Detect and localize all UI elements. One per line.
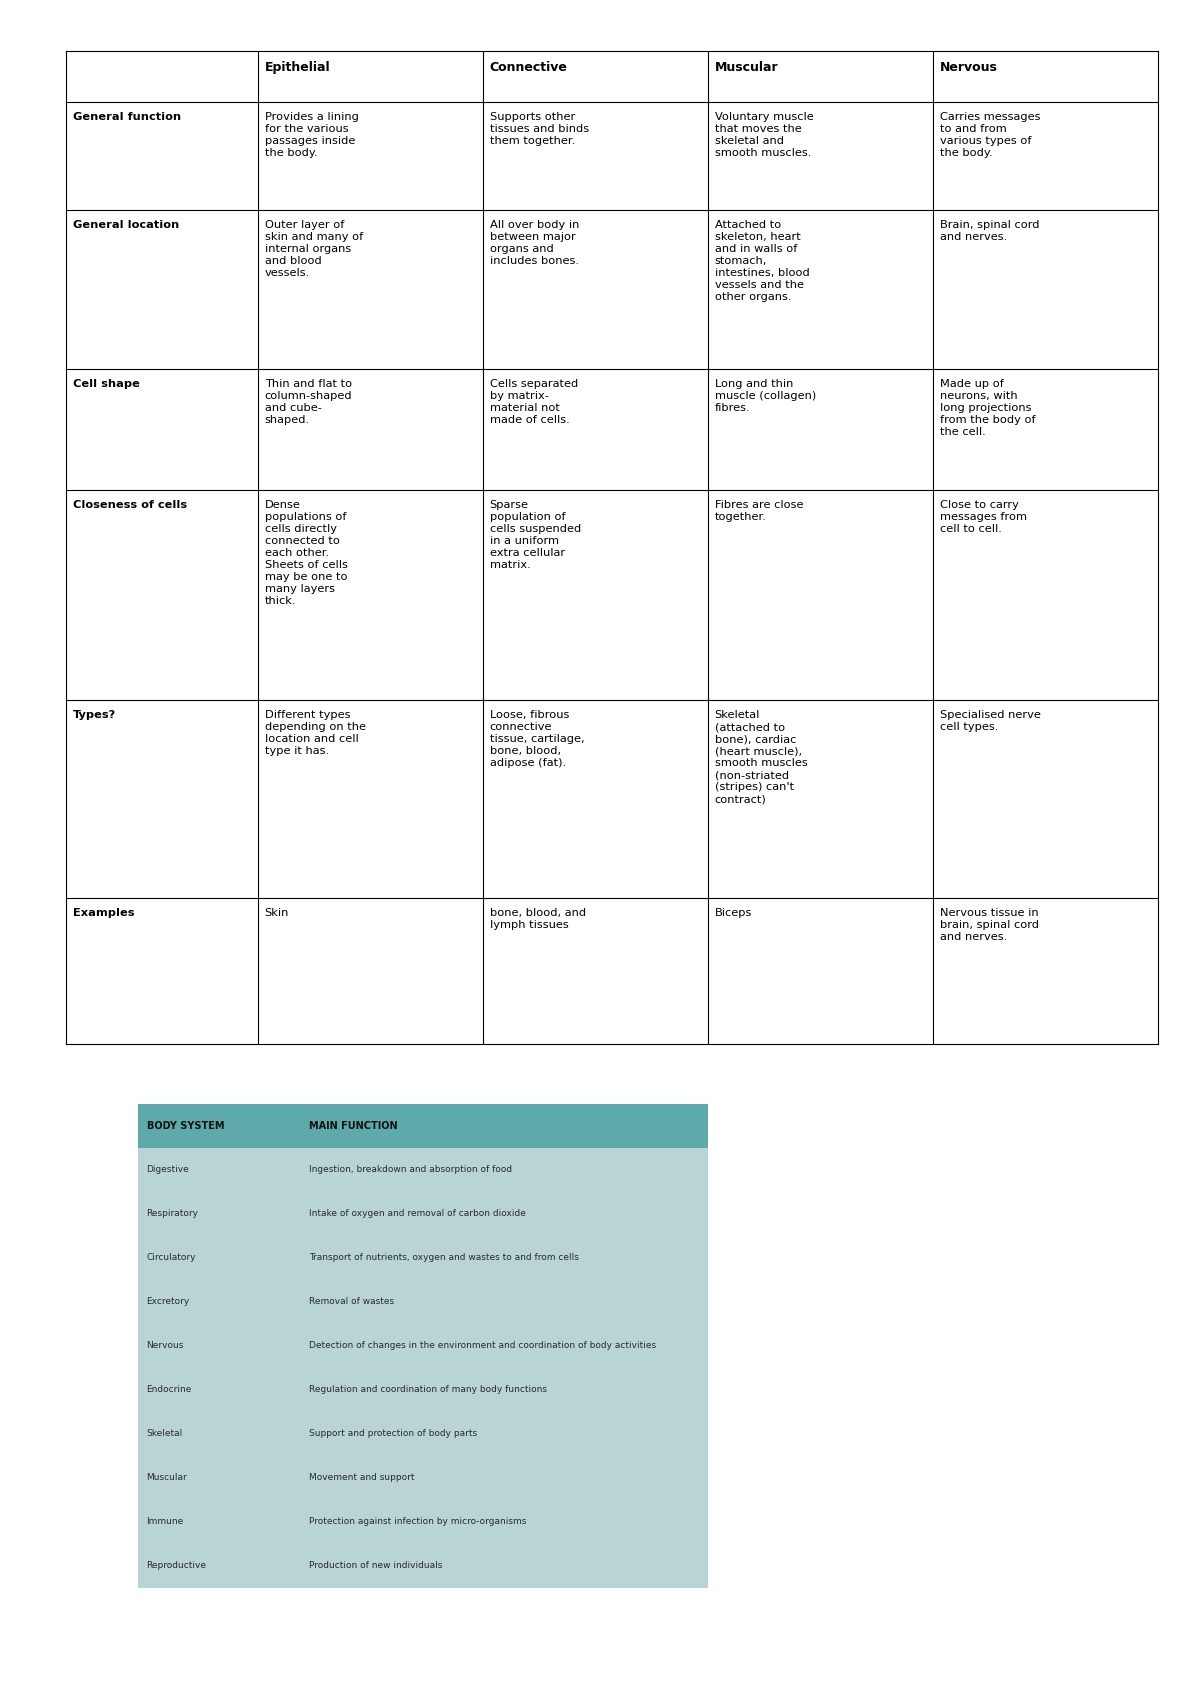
Text: Support and protection of body parts: Support and protection of body parts <box>310 1430 478 1438</box>
Text: BODY SYSTEM: BODY SYSTEM <box>146 1121 224 1131</box>
FancyBboxPatch shape <box>138 1543 708 1588</box>
FancyBboxPatch shape <box>138 1104 708 1148</box>
Text: Transport of nutrients, oxygen and wastes to and from cells: Transport of nutrients, oxygen and waste… <box>310 1253 578 1262</box>
Text: Dense
populations of
cells directly
connected to
each other.
Sheets of cells
may: Dense populations of cells directly conn… <box>265 501 348 606</box>
Text: Sparse
population of
cells suspended
in a uniform
extra cellular
matrix.: Sparse population of cells suspended in … <box>490 501 581 571</box>
Text: Production of new individuals: Production of new individuals <box>310 1560 443 1571</box>
Text: Cells separated
by matrix-
material not
made of cells.: Cells separated by matrix- material not … <box>490 379 578 424</box>
Text: Specialised nerve
cell types.: Specialised nerve cell types. <box>940 710 1040 732</box>
FancyBboxPatch shape <box>138 1104 708 1588</box>
Text: Digestive: Digestive <box>146 1165 190 1175</box>
Text: Skeletal
(attached to
bone), cardiac
(heart muscle),
smooth muscles
(non-striate: Skeletal (attached to bone), cardiac (he… <box>715 710 808 805</box>
Text: Endocrine: Endocrine <box>146 1386 192 1394</box>
FancyBboxPatch shape <box>138 1499 708 1543</box>
Text: Attached to
skeleton, heart
and in walls of
stomach,
intestines, blood
vessels a: Attached to skeleton, heart and in walls… <box>715 221 809 302</box>
Text: Outer layer of
skin and many of
internal organs
and blood
vessels.: Outer layer of skin and many of internal… <box>265 221 362 278</box>
Text: Epithelial: Epithelial <box>265 61 330 75</box>
Text: Cell shape: Cell shape <box>72 379 139 389</box>
Text: Closeness of cells: Closeness of cells <box>72 501 187 509</box>
Text: Immune: Immune <box>146 1516 184 1527</box>
Text: Excretory: Excretory <box>146 1297 190 1306</box>
Text: Voluntary muscle
that moves the
skeletal and
smooth muscles.: Voluntary muscle that moves the skeletal… <box>715 112 814 158</box>
FancyBboxPatch shape <box>138 1280 708 1324</box>
Text: Brain, spinal cord
and nerves.: Brain, spinal cord and nerves. <box>940 221 1039 243</box>
Text: Detection of changes in the environment and coordination of body activities: Detection of changes in the environment … <box>310 1341 656 1350</box>
FancyBboxPatch shape <box>138 1411 708 1455</box>
FancyBboxPatch shape <box>138 1148 708 1192</box>
FancyBboxPatch shape <box>138 1192 708 1236</box>
Text: Removal of wastes: Removal of wastes <box>310 1297 394 1306</box>
Text: General location: General location <box>72 221 179 229</box>
Text: Different types
depending on the
location and cell
type it has.: Different types depending on the locatio… <box>265 710 366 756</box>
FancyBboxPatch shape <box>138 1324 708 1367</box>
Text: Muscular: Muscular <box>146 1474 187 1482</box>
FancyBboxPatch shape <box>138 1236 708 1280</box>
FancyBboxPatch shape <box>138 1367 708 1411</box>
Text: Long and thin
muscle (collagen)
fibres.: Long and thin muscle (collagen) fibres. <box>715 379 816 413</box>
Text: Muscular: Muscular <box>715 61 779 75</box>
Text: Reproductive: Reproductive <box>146 1560 206 1571</box>
Text: Made up of
neurons, with
long projections
from the body of
the cell.: Made up of neurons, with long projection… <box>940 379 1036 438</box>
Text: Respiratory: Respiratory <box>146 1209 198 1217</box>
Text: Nervous: Nervous <box>146 1341 184 1350</box>
Text: Nervous: Nervous <box>940 61 997 75</box>
Text: Loose, fibrous
connective
tissue, cartilage,
bone, blood,
adipose (fat).: Loose, fibrous connective tissue, cartil… <box>490 710 584 769</box>
Text: Ingestion, breakdown and absorption of food: Ingestion, breakdown and absorption of f… <box>310 1165 512 1175</box>
Text: Close to carry
messages from
cell to cell.: Close to carry messages from cell to cel… <box>940 501 1026 535</box>
Text: Movement and support: Movement and support <box>310 1474 414 1482</box>
Text: Circulatory: Circulatory <box>146 1253 196 1262</box>
Text: All over body in
between major
organs and
includes bones.: All over body in between major organs an… <box>490 221 580 267</box>
Text: bone, blood, and
lymph tissues: bone, blood, and lymph tissues <box>490 908 586 931</box>
Text: Intake of oxygen and removal of carbon dioxide: Intake of oxygen and removal of carbon d… <box>310 1209 526 1217</box>
Text: Fibres are close
together.: Fibres are close together. <box>715 501 803 523</box>
FancyBboxPatch shape <box>138 1455 708 1499</box>
Text: Provides a lining
for the various
passages inside
the body.: Provides a lining for the various passag… <box>265 112 359 158</box>
Text: Types?: Types? <box>72 710 115 720</box>
Text: Examples: Examples <box>72 908 134 917</box>
Text: Connective: Connective <box>490 61 568 75</box>
Text: Regulation and coordination of many body functions: Regulation and coordination of many body… <box>310 1386 547 1394</box>
Text: Carries messages
to and from
various types of
the body.: Carries messages to and from various typ… <box>940 112 1040 158</box>
Text: Skeletal: Skeletal <box>146 1430 182 1438</box>
Text: Biceps: Biceps <box>715 908 752 917</box>
Text: Protection against infection by micro-organisms: Protection against infection by micro-or… <box>310 1516 527 1527</box>
Text: General function: General function <box>72 112 181 122</box>
Text: MAIN FUNCTION: MAIN FUNCTION <box>310 1121 397 1131</box>
Text: Nervous tissue in
brain, spinal cord
and nerves.: Nervous tissue in brain, spinal cord and… <box>940 908 1038 942</box>
Text: Skin: Skin <box>265 908 289 917</box>
Text: Supports other
tissues and binds
them together.: Supports other tissues and binds them to… <box>490 112 589 146</box>
Text: Thin and flat to
column-shaped
and cube-
shaped.: Thin and flat to column-shaped and cube-… <box>265 379 353 424</box>
